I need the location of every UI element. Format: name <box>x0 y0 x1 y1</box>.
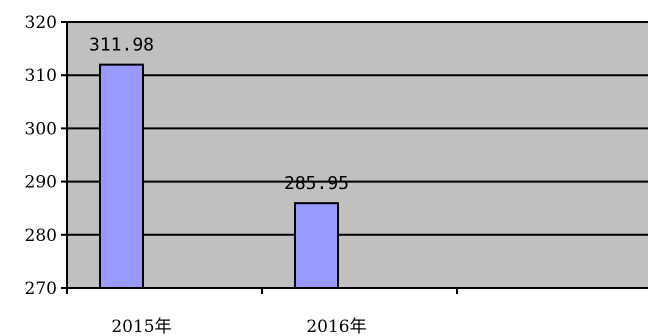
data-labels: 311.98 285.95 <box>89 35 349 194</box>
bar-data-label: 285.95 <box>284 173 349 194</box>
y-tick-label: 300 <box>25 119 57 139</box>
x-axis-ticks <box>66 288 458 294</box>
x-category-label: 2016年 <box>306 317 366 336</box>
plot-area <box>67 22 648 288</box>
y-axis-ticks <box>61 21 67 289</box>
x-axis-category-labels: 2015年 2016年 <box>111 317 366 336</box>
bar-data-label: 311.98 <box>89 35 154 56</box>
y-tick-label: 310 <box>25 66 57 86</box>
bar <box>294 202 339 289</box>
y-axis-tick-labels: 270 280 290 300 310 320 <box>25 13 57 299</box>
bar <box>99 63 144 289</box>
gridlines <box>67 21 648 236</box>
y-tick-label: 270 <box>25 279 57 299</box>
y-tick-label: 280 <box>25 226 57 246</box>
x-category-label: 2015年 <box>111 317 171 336</box>
y-tick-label: 320 <box>25 13 57 33</box>
y-tick-label: 290 <box>25 173 57 193</box>
